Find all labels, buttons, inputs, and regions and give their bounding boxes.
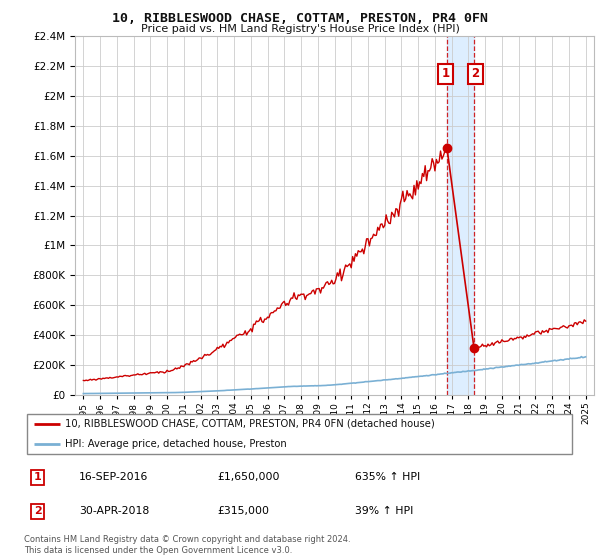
Text: 10, RIBBLESWOOD CHASE, COTTAM, PRESTON, PR4 0FN: 10, RIBBLESWOOD CHASE, COTTAM, PRESTON, … [112,12,488,25]
Text: HPI: Average price, detached house, Preston: HPI: Average price, detached house, Pres… [65,439,287,449]
Text: 39% ↑ HPI: 39% ↑ HPI [355,506,413,516]
Text: 1: 1 [34,472,41,482]
Text: Price paid vs. HM Land Registry's House Price Index (HPI): Price paid vs. HM Land Registry's House … [140,24,460,34]
Text: Contains HM Land Registry data © Crown copyright and database right 2024.
This d: Contains HM Land Registry data © Crown c… [24,535,350,555]
Bar [447,36,474,395]
Text: 2: 2 [471,67,479,80]
Text: 1: 1 [442,67,450,80]
Text: £315,000: £315,000 [217,506,269,516]
FancyBboxPatch shape [27,414,572,454]
Text: 10, RIBBLESWOOD CHASE, COTTAM, PRESTON, PR4 0FN (detached house): 10, RIBBLESWOOD CHASE, COTTAM, PRESTON, … [65,419,435,429]
Text: 2: 2 [34,506,41,516]
Text: 30-APR-2018: 30-APR-2018 [79,506,149,516]
Text: 635% ↑ HPI: 635% ↑ HPI [355,472,421,482]
Text: 16-SEP-2016: 16-SEP-2016 [79,472,149,482]
Text: £1,650,000: £1,650,000 [217,472,280,482]
